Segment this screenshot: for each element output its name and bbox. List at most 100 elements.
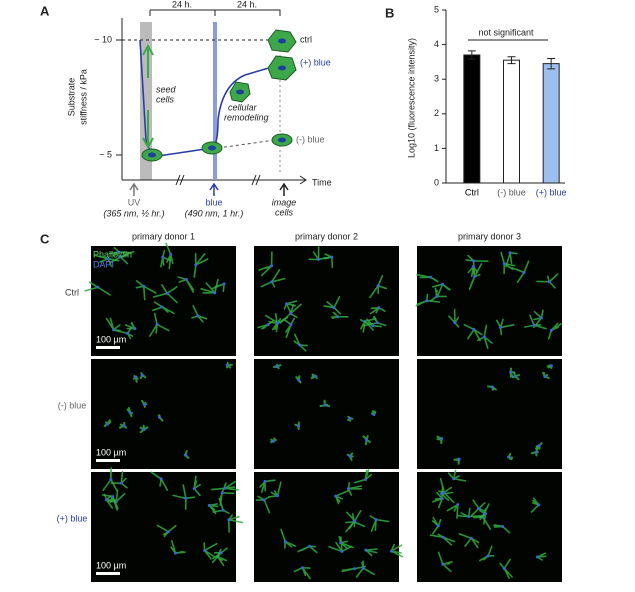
nucleus bbox=[549, 328, 553, 332]
panel-label: B bbox=[385, 5, 394, 20]
cell bbox=[107, 489, 126, 503]
error-bar bbox=[467, 50, 476, 60]
y-tick-label: 3 bbox=[434, 74, 439, 84]
cell bbox=[103, 419, 112, 427]
cell bbox=[102, 467, 118, 492]
y-label: stiffness / kPa bbox=[78, 69, 88, 125]
cell bbox=[219, 482, 235, 507]
nucleus bbox=[227, 518, 231, 522]
cell bbox=[334, 489, 350, 505]
cell bbox=[365, 548, 378, 557]
cell bbox=[226, 361, 233, 369]
cell bbox=[463, 324, 483, 342]
cell bbox=[530, 447, 539, 457]
event-label: image bbox=[272, 197, 297, 207]
nucleus bbox=[537, 503, 541, 507]
nucleus bbox=[111, 495, 115, 499]
nucleus bbox=[502, 566, 506, 570]
interval: 24 h. bbox=[172, 0, 192, 9]
nucleus bbox=[353, 519, 357, 523]
nucleus bbox=[336, 315, 340, 319]
arrow bbox=[279, 182, 289, 196]
micrograph bbox=[91, 359, 236, 469]
scale-bar-label: 100 µm bbox=[96, 560, 126, 570]
nucleus bbox=[173, 551, 177, 555]
cell bbox=[265, 314, 289, 333]
nucleus bbox=[469, 536, 473, 540]
scale-bar-label: 100 µm bbox=[96, 447, 126, 457]
nucleus bbox=[374, 518, 378, 522]
nucleus bbox=[471, 265, 475, 269]
nucleus bbox=[317, 257, 321, 261]
nucleus bbox=[301, 566, 305, 570]
cell bbox=[319, 399, 331, 408]
cell bbox=[216, 548, 228, 567]
stain-label: Phalloidin bbox=[93, 249, 132, 259]
diagram-a bbox=[116, 9, 307, 196]
cell bbox=[370, 306, 386, 315]
cell bbox=[297, 545, 318, 554]
cell bbox=[524, 314, 547, 330]
event-detail: (365 nm, ½ hr.) bbox=[103, 208, 164, 218]
nucleus bbox=[184, 278, 188, 282]
cell bbox=[328, 536, 352, 553]
nucleus bbox=[537, 444, 541, 448]
nucleus bbox=[289, 312, 293, 316]
cell bbox=[110, 250, 135, 265]
micrograph bbox=[417, 359, 562, 469]
cell bbox=[338, 535, 354, 549]
cell bbox=[438, 478, 455, 504]
y-label: Log10 (fluorescence intensity) bbox=[406, 38, 416, 158]
cell bbox=[467, 265, 479, 277]
nucleus bbox=[477, 506, 481, 510]
cell bbox=[369, 515, 390, 532]
micrograph bbox=[254, 246, 399, 356]
y-tick-label: 1 bbox=[434, 143, 439, 153]
nucleus bbox=[225, 364, 229, 368]
y-tick-label: ~ 5 bbox=[99, 149, 112, 159]
nucleus bbox=[297, 424, 301, 428]
cell bbox=[354, 468, 373, 484]
nucleus bbox=[223, 486, 227, 490]
cell bbox=[355, 560, 375, 578]
cell bbox=[360, 317, 377, 333]
nucleus bbox=[441, 535, 445, 539]
cell bbox=[228, 514, 244, 533]
bar bbox=[463, 54, 481, 184]
cell bbox=[208, 503, 219, 515]
nucleus bbox=[452, 477, 456, 481]
nucleus bbox=[271, 439, 275, 443]
cell bbox=[369, 274, 388, 299]
annotation: cells bbox=[156, 94, 175, 104]
nucleus bbox=[472, 259, 476, 263]
cell bbox=[331, 311, 349, 319]
nucleus bbox=[486, 554, 490, 558]
nucleus bbox=[276, 494, 280, 498]
nucleus bbox=[194, 263, 198, 267]
nucleus bbox=[330, 255, 334, 259]
cell bbox=[139, 424, 149, 434]
cell bbox=[341, 565, 366, 573]
nucleus bbox=[441, 562, 445, 566]
cell bbox=[268, 312, 282, 331]
nucleus bbox=[276, 321, 280, 325]
cell bbox=[416, 273, 439, 283]
cell bbox=[200, 278, 219, 294]
nucleus bbox=[169, 252, 173, 256]
nucleus bbox=[549, 364, 553, 368]
cell bbox=[499, 558, 513, 579]
cell bbox=[507, 452, 514, 460]
nucleus bbox=[165, 291, 169, 295]
nucleus bbox=[348, 454, 352, 458]
nucleus bbox=[203, 548, 207, 552]
nucleus bbox=[128, 410, 132, 414]
nucleus bbox=[219, 551, 223, 555]
x-label: Time bbox=[312, 177, 332, 187]
cell bbox=[160, 249, 172, 268]
cell bbox=[500, 251, 516, 275]
cell bbox=[447, 469, 467, 482]
nucleus bbox=[501, 524, 505, 528]
nucleus bbox=[429, 275, 433, 279]
micrograph bbox=[417, 246, 562, 356]
nucleus bbox=[363, 478, 367, 482]
